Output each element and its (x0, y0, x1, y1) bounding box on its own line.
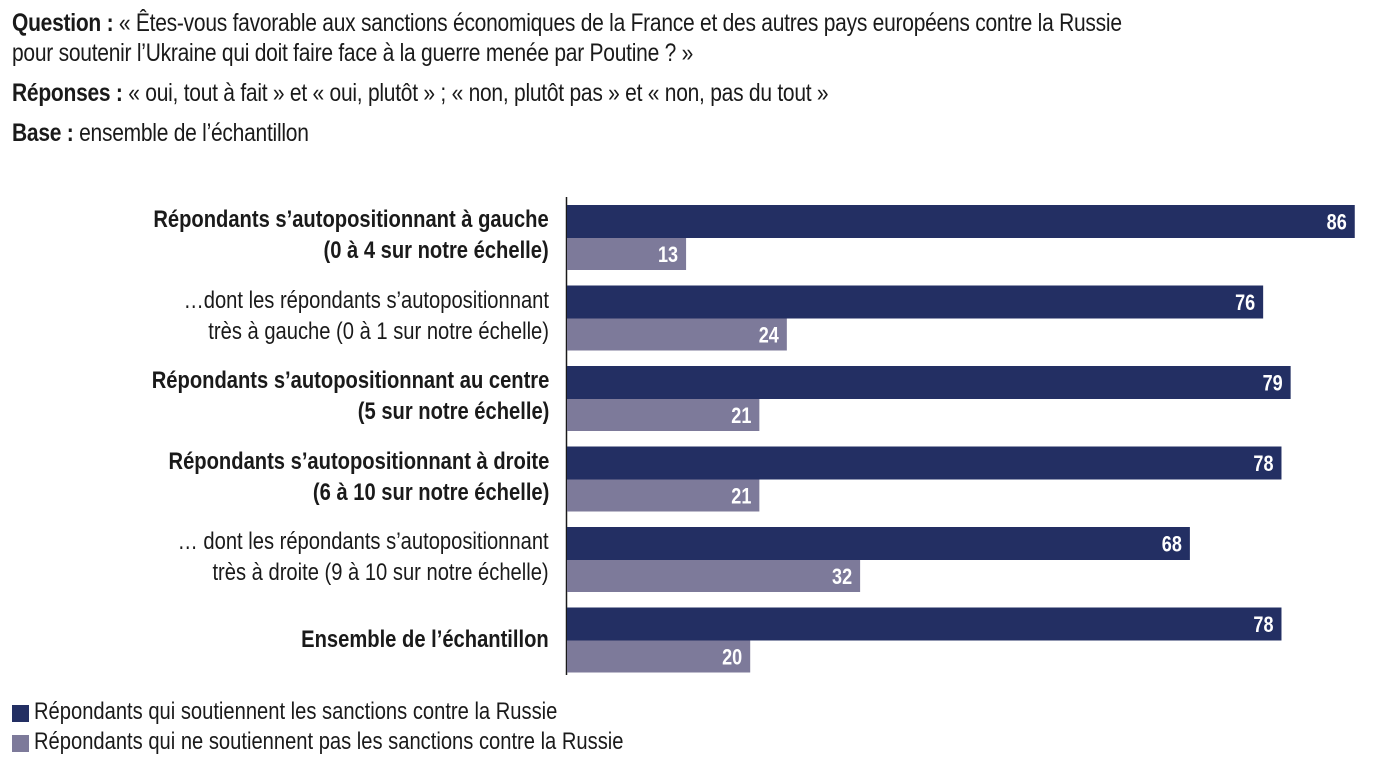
category-label-line-2: (6 à 10 sur notre échelle) (312, 478, 549, 506)
question-line-1: Question : « Êtes-vous favorable aux san… (12, 8, 1122, 38)
category-label: Répondants s’autopositionnant à gauche (0… (154, 204, 549, 266)
responses-label: Réponses : (12, 79, 123, 107)
bar-support (567, 366, 1291, 399)
bars-area: 86 13 76 24 79 21 78 21 68 32 78 20 (565, 197, 1355, 675)
bar-chart: Répondants s’autopositionnant à gauche (0… (0, 195, 1391, 675)
legend-label-support: Répondants qui soutiennent les sanctions… (34, 698, 558, 725)
bar-support (567, 285, 1264, 319)
category-label-line-2: très à gauche (0 à 1 sur notre échelle) (208, 317, 549, 345)
category-label-line-2: (0 à 4 sur notre échelle) (323, 237, 549, 264)
category-label: Ensemble de l’échantillon (301, 624, 549, 655)
question-text-2: pour soutenir l’Ukraine qui doit faire f… (12, 39, 694, 67)
value-label-support: 79 (1263, 372, 1283, 396)
question-label: Question : (12, 9, 114, 37)
legend-swatch-support (12, 705, 29, 722)
value-label-support: 86 (1327, 211, 1347, 235)
category-label: … dont les répondants s’autopositionnant… (178, 526, 549, 588)
category-label-line-1: Répondants s’autopositionnant au centre (151, 367, 549, 394)
value-label-support: 78 (1253, 452, 1273, 476)
bar-support (567, 446, 1282, 480)
question-text-1: « Êtes-vous favorable aux sanctions écon… (113, 9, 1122, 37)
category-label-line-1: Ensemble de l’échantillon (301, 625, 549, 653)
bar-no-support (567, 560, 861, 592)
bar-no-support (567, 399, 760, 431)
base-line: Base : ensemble de l’échantillon (12, 118, 309, 148)
base-text: ensemble de l’échantillon (73, 119, 309, 147)
value-label-no-support: 21 (731, 404, 751, 428)
category-label: Répondants s’autopositionnant à droite (6… (168, 446, 549, 508)
category-label-line-1: Répondants s’autopositionnant à droite (168, 447, 549, 475)
value-label-no-support: 13 (658, 243, 678, 267)
bar-no-support (567, 318, 787, 351)
bar-no-support (567, 238, 687, 270)
category-label-line-2: très à droite (9 à 10 sur notre échelle) (212, 559, 549, 586)
value-label-no-support: 32 (832, 565, 852, 589)
category-label-line-1: Répondants s’autopositionnant à gauche (153, 206, 549, 233)
question-line-2: pour soutenir l’Ukraine qui doit faire f… (12, 38, 693, 68)
category-label-line-2: (5 sur notre échelle) (357, 398, 549, 425)
legend-swatch-no-support (12, 735, 29, 752)
value-label-no-support: 24 (759, 324, 780, 348)
legend-label-no-support: Répondants qui ne soutiennent pas les sa… (34, 728, 624, 755)
category-label-line-1: …dont les répondants s’autopositionnant (183, 286, 549, 314)
value-label-support: 78 (1253, 613, 1273, 637)
value-label-no-support: 20 (722, 646, 742, 670)
bar-support (567, 607, 1282, 641)
bar-no-support (567, 640, 751, 673)
category-label: …dont les répondants s’autopositionnant t… (184, 285, 549, 347)
value-label-support: 76 (1235, 291, 1255, 315)
bar-support (567, 205, 1355, 238)
value-label-no-support: 21 (731, 485, 751, 509)
bar-no-support (567, 479, 760, 512)
responses-line: Réponses : « oui, tout à fait » et « oui… (12, 78, 829, 108)
category-label-line-1: … dont les répondants s’autopositionnant (178, 528, 549, 555)
category-label: Répondants s’autopositionnant au centre (… (151, 365, 549, 427)
value-label-support: 68 (1162, 533, 1182, 557)
responses-text: « oui, tout à fait » et « oui, plutôt » … (122, 79, 829, 107)
base-label: Base : (12, 119, 74, 147)
bar-support (567, 527, 1190, 560)
